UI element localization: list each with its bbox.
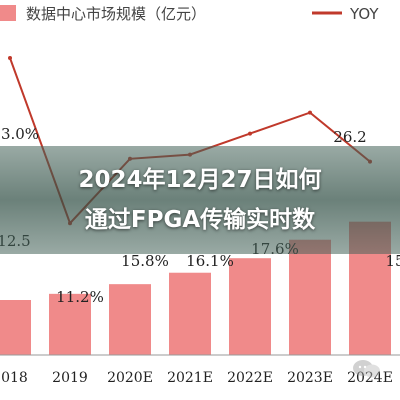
yoy-data-label-2019: 11.2%	[56, 288, 104, 306]
overlay-title: 2024年12月27日如何 通过FPGA传输实时数	[78, 167, 322, 233]
x-tick-label-2022E: 2022E	[227, 370, 273, 386]
legend: 数据中心市场规模（亿元） YOY	[0, 5, 379, 23]
yoy-data-label-2024E: 15	[385, 252, 400, 270]
x-tick-label-2019: 2019	[52, 370, 88, 386]
bar-2020E	[109, 284, 151, 355]
overlay-band	[0, 146, 400, 254]
x-tick-label-2018: 2018	[0, 370, 28, 386]
yoy-data-label-2020E: 15.8%	[121, 252, 169, 270]
bar-2018	[0, 300, 31, 355]
yoy-point-2018	[8, 56, 12, 60]
yoy-point-2023E	[308, 110, 312, 115]
x-tick-label-2020E: 2020E	[107, 370, 153, 386]
bar-data-label-2023E: 26.2	[333, 128, 366, 146]
bar-2022E	[229, 258, 271, 355]
x-tick-label-2024E: 2024E	[347, 370, 393, 386]
legend-bar-swatch	[0, 5, 16, 21]
watermark-icon	[353, 360, 380, 378]
bar-2023E	[289, 239, 331, 355]
bar-2021E	[169, 272, 211, 355]
legend-bar-label: 数据中心市场规模（亿元）	[26, 5, 206, 23]
x-tick-label-2021E: 2021E	[167, 370, 213, 386]
yoy-data-label-2021E: 16.1%	[186, 252, 234, 270]
yoy-point-2022E	[248, 131, 252, 136]
x-tick-label-2023E: 2023E	[287, 370, 333, 386]
bar-2019	[49, 293, 91, 355]
plot-area: 201820192020E2021E2022E2023E2024E12.526.…	[0, 56, 400, 386]
yoy-data-label-2018: 3.0%	[1, 125, 39, 143]
legend-line-label: YOY	[349, 5, 379, 23]
